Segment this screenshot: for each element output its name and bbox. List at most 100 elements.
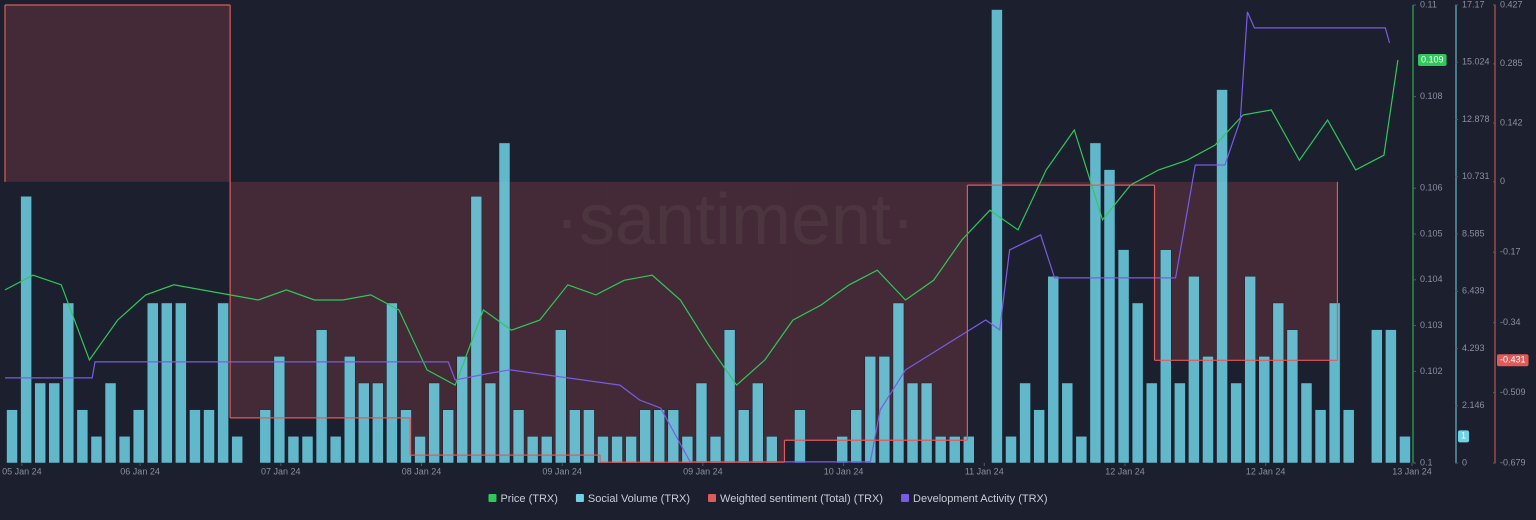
last-value-badge: -0.431 bbox=[1497, 354, 1529, 367]
social-volume-bar bbox=[343, 356, 356, 464]
x-tick-label: 09 Jan 24 bbox=[683, 466, 723, 476]
social-volume-bar bbox=[1399, 436, 1411, 464]
social-volume-bar bbox=[948, 436, 961, 464]
sentiment-area bbox=[967, 181, 1155, 186]
price-tick-label: 0.108 bbox=[1420, 91, 1443, 101]
social-volume-bar bbox=[906, 382, 919, 464]
social-tick-label: 6.439 bbox=[1462, 286, 1485, 296]
price-tick-label: 0.11 bbox=[1420, 0, 1437, 9]
social-volume-bar bbox=[1089, 142, 1102, 464]
badge-label: -0.431 bbox=[1500, 355, 1526, 365]
social-volume-bar bbox=[991, 9, 1003, 464]
social-volume-bar bbox=[6, 409, 18, 464]
line-layer bbox=[4, 11, 1399, 463]
social-volume-bar bbox=[428, 382, 440, 464]
sentiment-tick-label: -0.509 bbox=[1500, 387, 1526, 397]
social-volume-bar bbox=[695, 382, 708, 464]
x-tick-label: 06 Jan 24 bbox=[120, 466, 160, 476]
last-value-badge: 1 bbox=[1458, 430, 1470, 443]
social-volume-bar bbox=[498, 142, 511, 464]
sentiment-area bbox=[5, 5, 231, 182]
x-tick-label: 12 Jan 24 bbox=[1246, 466, 1286, 476]
social-volume-bar bbox=[920, 382, 933, 464]
social-volume-bar bbox=[1174, 382, 1186, 464]
social-volume-bar bbox=[878, 356, 891, 464]
social-volume-bar bbox=[1075, 436, 1088, 464]
social-volume-bar bbox=[1371, 329, 1383, 464]
x-tick-label: 07 Jan 24 bbox=[261, 466, 301, 476]
social-volume-bar bbox=[737, 409, 750, 464]
social-volume-bar bbox=[1061, 382, 1074, 464]
social-volume-bar bbox=[1272, 302, 1285, 464]
legend-item: Social Volume (TRX) bbox=[575, 493, 690, 505]
social-volume-bar bbox=[484, 382, 497, 464]
price-tick-label: 0.103 bbox=[1420, 320, 1443, 330]
x-tick-label: 05 Jan 24 bbox=[2, 466, 42, 476]
social-volume-bar bbox=[231, 436, 243, 464]
social-volume-bar bbox=[597, 436, 609, 464]
social-volume-bar bbox=[358, 382, 370, 464]
x-tick-label: 12 Jan 24 bbox=[1105, 466, 1145, 476]
price-tick-label: 0.1 bbox=[1420, 457, 1433, 467]
badge-box bbox=[1497, 354, 1529, 367]
series-line bbox=[5, 11, 1391, 463]
social-volume-bar bbox=[1342, 409, 1355, 464]
social-volume-bar bbox=[1328, 302, 1341, 464]
social-volume-bar bbox=[1314, 409, 1327, 464]
x-tick-label: 13 Jan 24 bbox=[1392, 466, 1432, 476]
social-volume-bar bbox=[1244, 276, 1256, 464]
social-volume-bar bbox=[1188, 276, 1200, 464]
social-volume-bar bbox=[540, 436, 553, 464]
social-tick-label: 10.731 bbox=[1462, 171, 1490, 181]
social-volume-bar bbox=[653, 409, 666, 464]
social-volume-bar bbox=[512, 409, 525, 464]
x-tick-label: 10 Jan 24 bbox=[824, 466, 864, 476]
legend-label: Weighted sentiment (Total) (TRX) bbox=[720, 493, 883, 505]
sentiment-tick-label: -0.679 bbox=[1500, 457, 1526, 467]
social-volume-bar bbox=[34, 382, 46, 464]
social-volume-bar bbox=[287, 436, 300, 464]
social-volume-bar bbox=[1047, 276, 1059, 464]
x-tick-label: 08 Jan 24 bbox=[402, 466, 442, 476]
legend-item: Weighted sentiment (Total) (TRX) bbox=[708, 493, 883, 505]
bar-layer bbox=[6, 9, 1411, 464]
social-volume-bar bbox=[794, 409, 806, 464]
social-tick-label: 8.585 bbox=[1462, 228, 1485, 238]
social-volume-bar bbox=[1160, 249, 1172, 464]
social-volume-bar bbox=[1103, 169, 1116, 464]
x-tick-label: 09 Jan 24 bbox=[542, 466, 582, 476]
social-tick-label: 17.17 bbox=[1462, 0, 1485, 9]
social-volume-bar bbox=[1117, 249, 1130, 464]
social-volume-bar bbox=[766, 436, 778, 464]
social-volume-bar bbox=[864, 356, 877, 464]
social-volume-bar bbox=[273, 356, 286, 464]
social-volume-bar bbox=[1145, 382, 1158, 464]
legend-item: Development Activity (TRX) bbox=[901, 493, 1048, 505]
social-volume-bar bbox=[555, 329, 567, 464]
social-volume-bar bbox=[892, 302, 905, 464]
social-volume-bar bbox=[934, 436, 947, 464]
social-volume-bar bbox=[76, 409, 89, 464]
legend-item: Price (TRX) bbox=[488, 493, 558, 505]
legend-swatch bbox=[901, 494, 910, 502]
badge-box bbox=[1418, 53, 1447, 66]
social-volume-bar bbox=[1286, 329, 1299, 464]
social-volume-bar bbox=[850, 409, 862, 464]
social-volume-bar bbox=[104, 382, 117, 464]
price-tick-label: 0.104 bbox=[1420, 274, 1443, 284]
legend: Price (TRX) Social Volume (TRX) Weighted s… bbox=[488, 493, 1048, 505]
sentiment-tick-label: 0 bbox=[1500, 176, 1505, 186]
social-volume-bar bbox=[1019, 382, 1031, 464]
sentiment-tick-label: -0.17 bbox=[1500, 247, 1521, 257]
social-volume-bar bbox=[1300, 382, 1313, 464]
badge-label: 0.109 bbox=[1421, 54, 1444, 64]
social-volume-bar bbox=[217, 302, 229, 464]
social-volume-bar bbox=[963, 436, 975, 464]
social-volume-bar bbox=[146, 302, 159, 464]
sentiment-fill-layer bbox=[5, 5, 1338, 463]
social-tick-label: 12.878 bbox=[1462, 114, 1490, 124]
legend-swatch bbox=[575, 494, 584, 502]
series-line bbox=[4, 59, 1399, 386]
social-volume-bar bbox=[681, 436, 694, 464]
